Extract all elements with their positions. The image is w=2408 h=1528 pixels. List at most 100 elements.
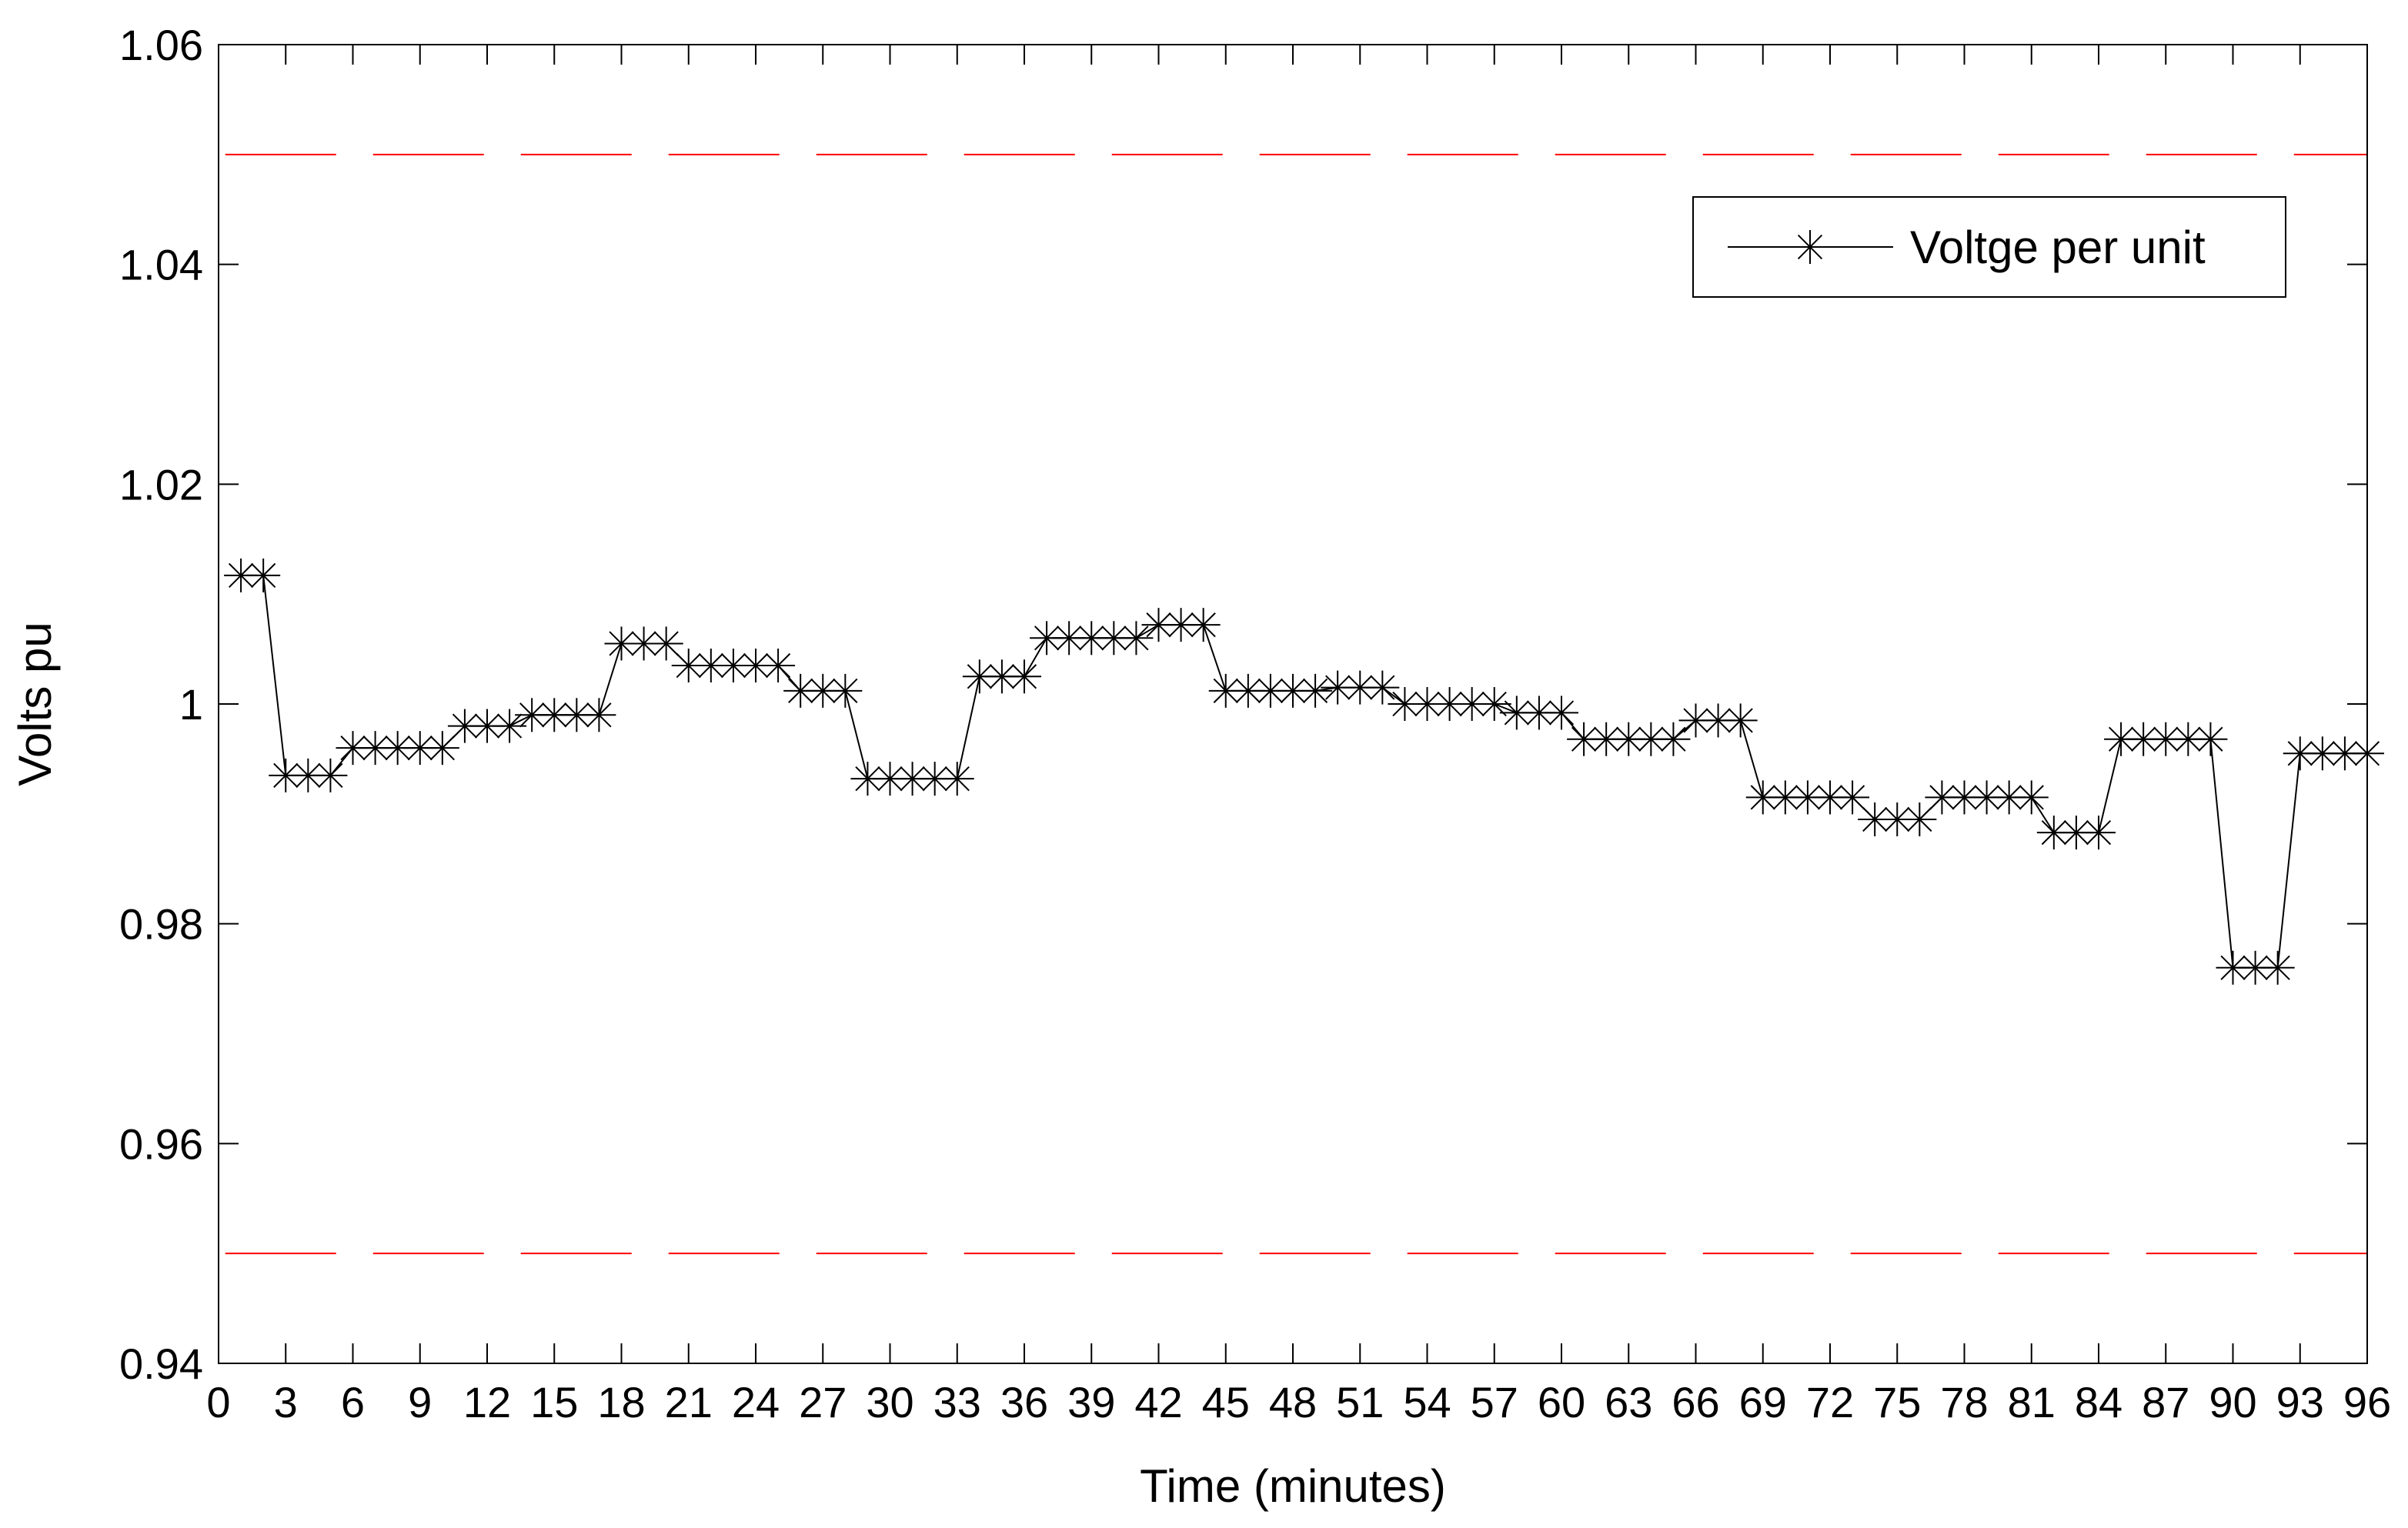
data-point	[425, 731, 459, 766]
x-tick-label: 30	[866, 1378, 913, 1426]
x-tick-label: 24	[732, 1378, 780, 1426]
x-tick-label: 63	[1605, 1378, 1652, 1426]
x-tick-label: 84	[2075, 1378, 2122, 1426]
data-point	[649, 626, 683, 661]
data-point	[246, 558, 281, 592]
x-tick-label: 3	[274, 1378, 298, 1426]
data-point	[1521, 696, 1556, 730]
x-tick-label: 48	[1269, 1378, 1317, 1426]
data-point	[1723, 703, 1758, 738]
x-tick-label: 21	[665, 1378, 713, 1426]
data-point	[1902, 802, 1937, 836]
data-point	[828, 673, 863, 708]
tick-labels: 0 3 6 9 12 15 18 21 24 27 30 33 36 39 42 45 48 51 54 57 60 63…	[119, 21, 2391, 1426]
data-point	[940, 762, 974, 796]
data-point	[1858, 802, 1892, 836]
data-point	[1074, 621, 1109, 656]
data-point	[962, 659, 997, 694]
x-tick-label: 9	[408, 1378, 432, 1426]
data-point	[2059, 816, 2093, 850]
legend: Voltge per unit	[1692, 196, 2286, 298]
data-point	[582, 698, 616, 732]
x-tick-label: 54	[1403, 1378, 1451, 1426]
data-point	[1119, 621, 1154, 656]
x-tick-label: 69	[1739, 1378, 1787, 1426]
x-tick-label: 87	[2142, 1378, 2189, 1426]
data-point	[1880, 802, 1915, 836]
data-point	[1432, 687, 1467, 721]
data-point	[2036, 816, 2071, 850]
data-point	[626, 626, 661, 661]
data-point	[1656, 722, 1691, 756]
data-point	[873, 762, 907, 796]
data-point	[2260, 950, 2295, 985]
data-point	[1835, 780, 1870, 815]
data-point	[1545, 696, 1578, 730]
data-point	[2327, 736, 2362, 771]
x-tick-label: 93	[2276, 1378, 2324, 1426]
data-point	[1208, 673, 1243, 708]
x-tick-label: 36	[1000, 1378, 1048, 1426]
data-point	[1790, 780, 1825, 815]
x-tick-label: 42	[1134, 1378, 1182, 1426]
series-group	[224, 558, 2384, 985]
data-point	[2149, 722, 2183, 756]
x-tick-label: 12	[463, 1378, 511, 1426]
legend-marker-star-icon	[1793, 230, 1827, 264]
x-tick-label: 27	[799, 1378, 847, 1426]
x-tick-label: 90	[2209, 1378, 2256, 1426]
x-tick-label: 15	[530, 1378, 578, 1426]
data-point	[1499, 696, 1534, 730]
x-tick-label: 66	[1672, 1378, 1719, 1426]
x-tick-label: 60	[1538, 1378, 1585, 1426]
x-tick-label: 6	[341, 1378, 365, 1426]
data-point	[224, 558, 259, 592]
data-point	[2193, 722, 2228, 756]
data-point	[2014, 780, 2049, 815]
data-point	[1186, 608, 1221, 642]
x-tick-label: 39	[1067, 1378, 1115, 1426]
x-tick-label: 96	[2343, 1378, 2391, 1426]
data-point	[1634, 722, 1668, 756]
x-tick-label: 75	[1873, 1378, 1921, 1426]
data-point	[761, 649, 796, 683]
data-point	[1611, 722, 1646, 756]
y-tick-label: 1.06	[119, 21, 203, 69]
y-tick-label: 1	[179, 680, 203, 729]
data-point	[1052, 621, 1087, 656]
data-point	[1164, 608, 1198, 642]
data-point	[1298, 673, 1333, 708]
y-tick-label: 1.02	[119, 460, 203, 509]
y-tick-label: 0.98	[119, 900, 203, 949]
x-tick-label: 72	[1806, 1378, 1854, 1426]
x-axis-title: Time (minutes)	[1140, 1460, 1446, 1512]
x-tick-label: 0	[206, 1378, 230, 1426]
x-tick-label: 18	[597, 1378, 645, 1426]
x-tick-label: 78	[1940, 1378, 1988, 1426]
legend-label: Voltge per unit	[1910, 222, 2206, 273]
data-point	[1477, 687, 1511, 721]
reference-lines	[225, 153, 2367, 1255]
x-tick-label: 81	[2008, 1378, 2056, 1426]
ticks	[218, 44, 2368, 1364]
y-tick-label: 1.04	[119, 241, 203, 289]
y-axis-title: Volts pu	[9, 622, 61, 786]
data-point	[515, 698, 549, 732]
data-point	[1365, 670, 1400, 705]
data-point	[313, 758, 348, 792]
x-tick-label: 57	[1471, 1378, 1518, 1426]
data-point	[2082, 816, 2116, 850]
x-tick-label: 51	[1336, 1378, 1384, 1426]
data-point	[783, 673, 818, 708]
data-point	[470, 709, 504, 743]
y-tick-label: 0.96	[119, 1119, 203, 1168]
data-point	[984, 659, 1019, 694]
y-tick-label: 0.94	[119, 1340, 203, 1388]
x-tick-label: 45	[1202, 1378, 1250, 1426]
data-point	[1454, 687, 1489, 721]
data-point	[1231, 673, 1265, 708]
data-point	[1321, 670, 1355, 705]
x-tick-label: 33	[933, 1378, 981, 1426]
data-point	[1007, 659, 1041, 694]
